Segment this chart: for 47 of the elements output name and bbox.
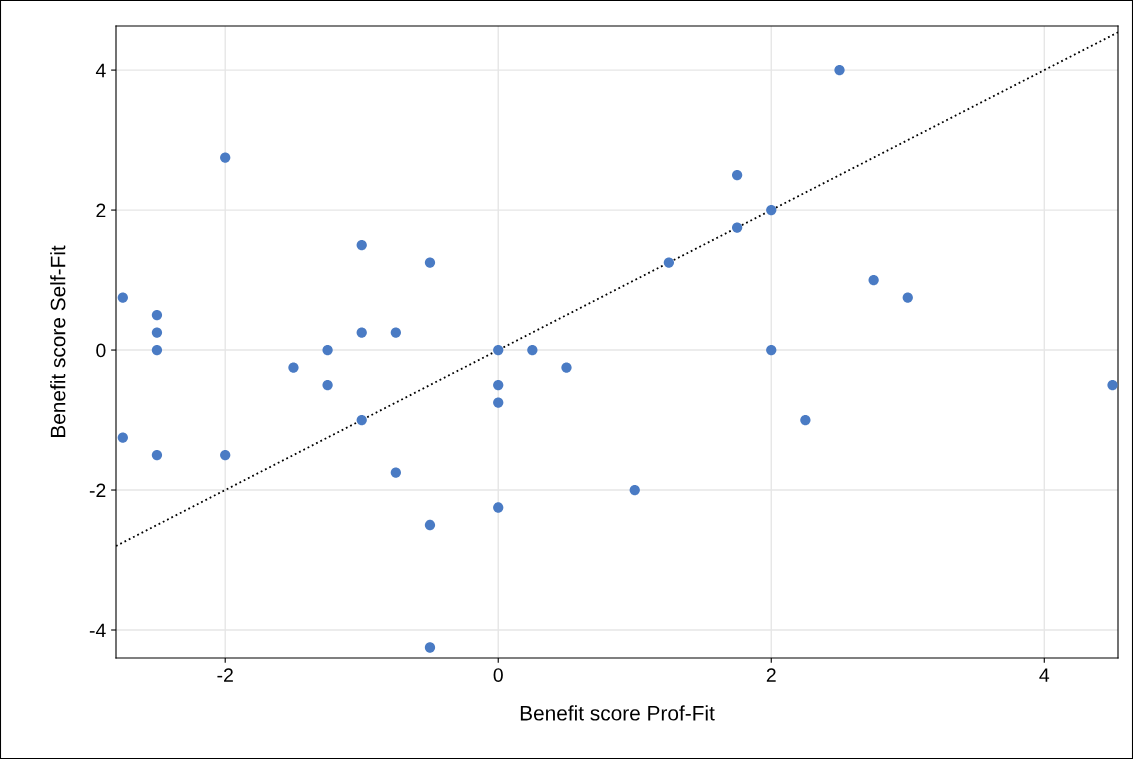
point: [356, 239, 367, 251]
point: [117, 292, 128, 303]
point: [493, 502, 504, 513]
point: [220, 449, 231, 461]
point: [322, 344, 333, 356]
point: [424, 519, 436, 531]
point: [663, 257, 675, 268]
point: [902, 292, 913, 303]
y-tick-label: 0: [96, 343, 106, 358]
point: [424, 642, 436, 653]
point: [356, 327, 367, 338]
x-tick-label: -2: [217, 668, 233, 682]
y-axis-title: Benefit score Self-Fit: [50, 245, 66, 437]
point: [493, 397, 504, 408]
point: [868, 274, 879, 286]
point: [561, 362, 572, 373]
point: [220, 152, 231, 163]
point: [151, 449, 163, 461]
y-tick-label: -4: [89, 623, 106, 638]
point: [493, 344, 504, 356]
point: [151, 327, 163, 338]
x-tick-label: 4: [1039, 668, 1050, 682]
point: [800, 414, 811, 426]
point: [629, 484, 640, 496]
point: [834, 64, 845, 76]
point: [117, 432, 128, 443]
y-tick-label: 2: [96, 203, 106, 218]
point: [151, 309, 163, 321]
point: [288, 362, 299, 373]
point: [1107, 379, 1118, 391]
point: [356, 414, 367, 426]
point: [151, 344, 163, 356]
point: [390, 327, 401, 338]
y-tick-label: 4: [95, 63, 106, 78]
x-tick-label: 2: [766, 668, 776, 682]
point: [731, 222, 743, 233]
point: [424, 257, 436, 268]
point: [493, 379, 504, 391]
point: [766, 204, 777, 216]
x-axis-title: Benefit score Prof-Fit: [520, 705, 715, 721]
x-tick-label: 0: [493, 668, 503, 682]
point: [322, 379, 333, 391]
point: [766, 344, 777, 356]
point: [527, 344, 538, 356]
point: [390, 467, 401, 478]
point: [731, 169, 743, 181]
y-tick-label: -2: [89, 483, 106, 498]
